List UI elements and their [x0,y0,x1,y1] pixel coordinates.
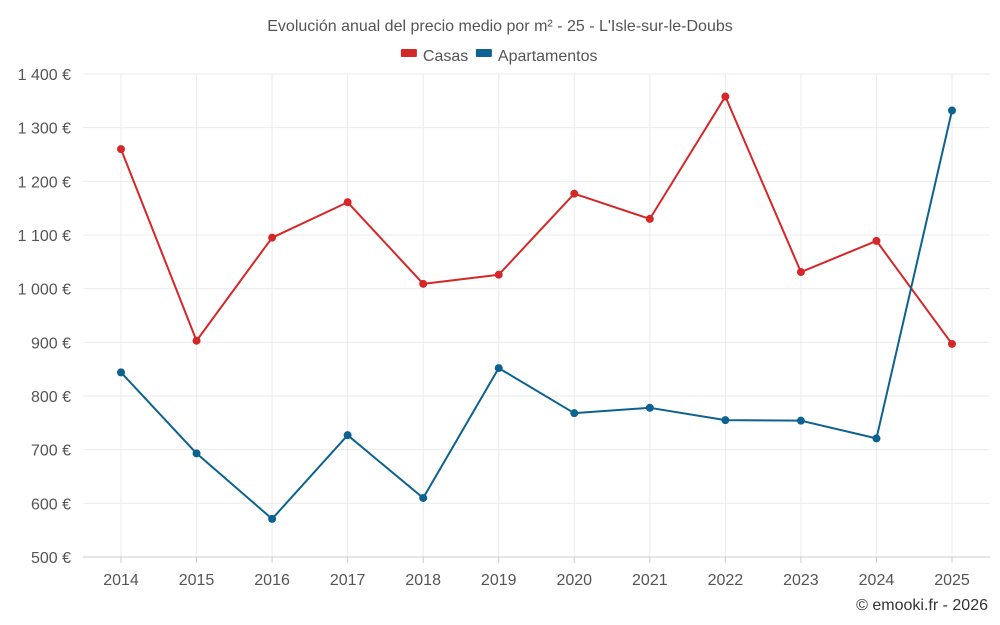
chart-title: Evolución anual del precio medio por m² … [267,18,732,35]
data-point[interactable] [645,214,654,223]
data-point[interactable] [192,449,201,458]
y-tick-label: 500 € [31,550,71,567]
legend-item-casas[interactable]: Casas [400,48,468,65]
credit-text: © emooki.fr - 2026 [856,597,988,614]
y-tick-label: 800 € [31,389,71,406]
x-tick-label: 2025 [934,572,970,589]
x-tick-label: 2015 [179,572,215,589]
legend-label: Apartamentos [498,48,598,65]
data-point[interactable] [721,416,730,425]
data-point[interactable] [645,403,654,412]
legend-label: Casas [423,48,468,65]
legend-swatch [400,49,417,57]
data-point[interactable] [570,189,579,198]
x-tick-label: 2019 [481,572,517,589]
y-tick-label: 900 € [31,335,71,352]
x-tick-label: 2018 [405,572,441,589]
data-point[interactable] [419,279,428,288]
x-tick-label: 2014 [103,572,139,589]
grid [83,73,990,557]
y-tick-label: 1 000 € [18,282,71,299]
data-point[interactable] [948,106,956,115]
data-point[interactable] [117,368,125,377]
legend: Casas Apartamentos [400,48,598,65]
x-tick-label: 2020 [556,572,592,589]
data-point[interactable] [117,145,125,154]
x-tick-label: 2024 [859,572,895,589]
data-point[interactable] [494,364,503,373]
data-point[interactable] [872,236,881,245]
data-point[interactable] [570,409,579,418]
x-tick-label: 2021 [632,572,668,589]
data-point[interactable] [796,268,805,277]
x-tick-label: 2017 [330,572,366,589]
x-tick-label: 2022 [708,572,744,589]
series-line [120,110,953,520]
series-casas [117,92,956,348]
legend-swatch [475,49,492,57]
y-tick-label: 1 100 € [18,228,71,245]
data-point[interactable] [419,493,428,502]
x-tick-label: 2023 [783,572,819,589]
x-tick-label: 2016 [254,572,290,589]
data-point[interactable] [721,92,730,101]
data-point[interactable] [343,198,352,207]
data-point[interactable] [948,339,956,348]
series-layer [117,92,956,523]
data-point[interactable] [343,431,352,440]
y-tick-label: 1 200 € [18,174,71,191]
legend-item-apartamentos[interactable]: Apartamentos [475,48,598,65]
series-apartamentos [117,106,956,523]
y-tick-label: 600 € [31,496,71,513]
data-point[interactable] [268,514,277,523]
data-point[interactable] [268,233,277,242]
data-point[interactable] [872,434,881,443]
y-tick-label: 1 400 € [18,67,71,84]
series-line [120,95,953,345]
data-point[interactable] [192,336,201,345]
data-point[interactable] [494,270,503,279]
y-tick-label: 1 300 € [18,121,71,138]
data-point[interactable] [796,416,805,425]
y-tick-label: 700 € [31,443,71,460]
axes: 500 € 600 € 700 € 800 € 900 € 1 000 € 1 100 € 1… [18,67,990,589]
